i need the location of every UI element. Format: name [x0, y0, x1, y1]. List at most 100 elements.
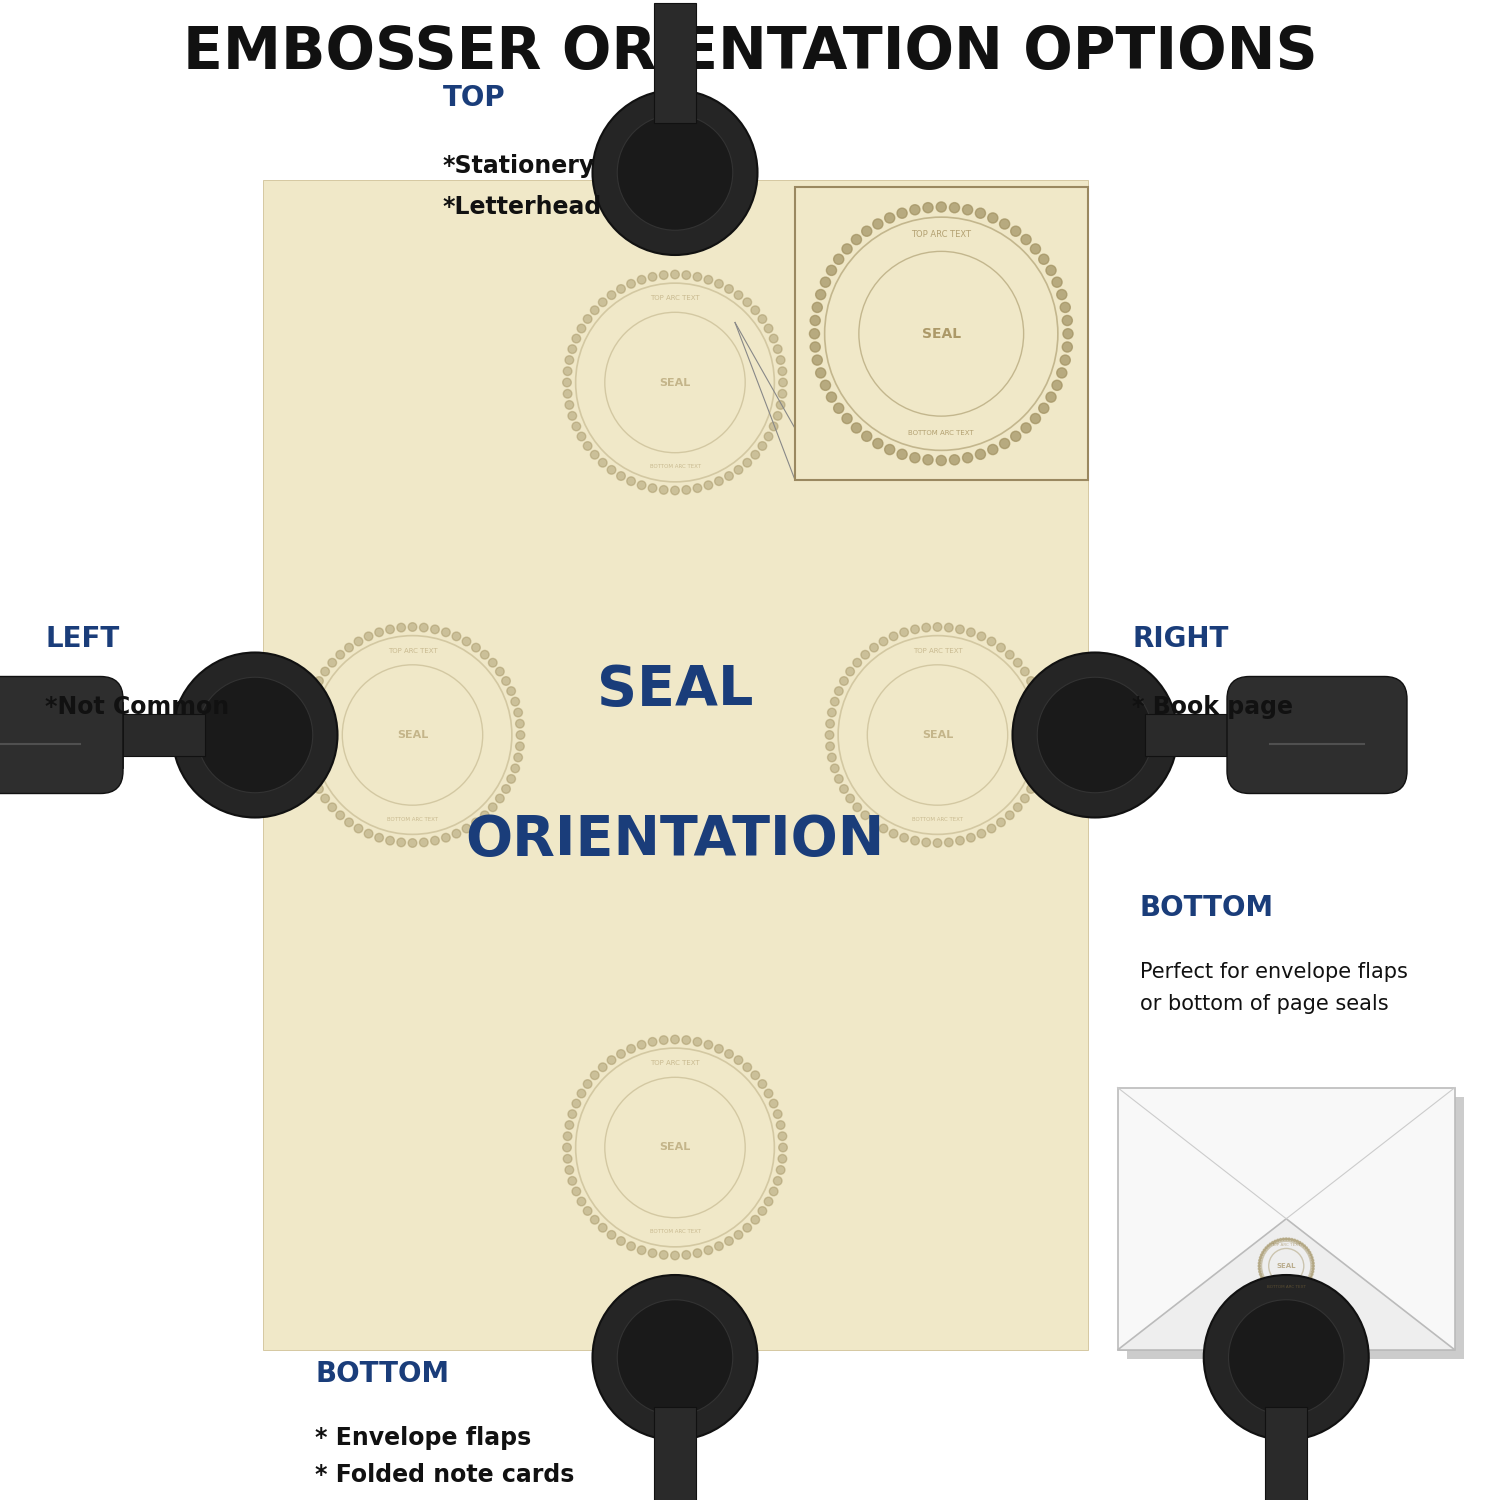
Circle shape [1022, 234, 1031, 244]
Circle shape [945, 839, 952, 846]
Circle shape [777, 356, 784, 364]
Circle shape [618, 116, 732, 231]
Circle shape [627, 477, 636, 486]
Circle shape [441, 834, 450, 842]
Text: or bottom of page seals: or bottom of page seals [1140, 994, 1389, 1014]
Circle shape [196, 678, 312, 792]
Circle shape [408, 839, 417, 848]
Circle shape [987, 213, 998, 223]
Text: SEAL: SEAL [597, 663, 753, 717]
Bar [1118, 1088, 1455, 1350]
Circle shape [999, 438, 1010, 448]
Circle shape [1300, 1244, 1304, 1245]
Circle shape [1038, 254, 1048, 264]
Circle shape [1014, 802, 1022, 812]
Circle shape [861, 226, 871, 237]
Circle shape [1041, 742, 1048, 750]
Circle shape [420, 624, 428, 632]
Circle shape [1311, 1260, 1314, 1262]
Circle shape [420, 839, 428, 846]
Circle shape [853, 658, 861, 668]
Circle shape [900, 628, 909, 636]
Circle shape [810, 315, 820, 326]
Circle shape [471, 644, 480, 652]
Circle shape [564, 390, 572, 398]
Circle shape [1299, 1242, 1300, 1244]
Circle shape [1272, 1242, 1274, 1244]
Circle shape [1280, 1239, 1281, 1240]
Circle shape [489, 802, 496, 812]
Circle shape [816, 290, 827, 300]
Circle shape [1263, 1250, 1266, 1251]
Circle shape [568, 1176, 576, 1185]
Circle shape [975, 209, 986, 219]
Circle shape [774, 1110, 782, 1119]
Circle shape [1046, 266, 1056, 276]
Circle shape [879, 824, 888, 833]
Circle shape [638, 482, 646, 489]
Text: SEAL: SEAL [1276, 1263, 1296, 1269]
Circle shape [1264, 1246, 1268, 1250]
Circle shape [873, 438, 883, 448]
Circle shape [1268, 1286, 1269, 1287]
Circle shape [1026, 784, 1035, 794]
Circle shape [1030, 244, 1041, 254]
Circle shape [584, 1080, 592, 1089]
Text: TOP: TOP [442, 84, 506, 112]
Circle shape [1304, 1245, 1305, 1246]
Text: * Book page: * Book page [1132, 694, 1293, 718]
Circle shape [564, 1155, 572, 1162]
Circle shape [778, 1132, 786, 1140]
Text: TOP ARC TEXT: TOP ARC TEXT [912, 231, 972, 240]
Circle shape [987, 824, 996, 833]
Text: TOP ARC TEXT: TOP ARC TEXT [387, 648, 438, 654]
Circle shape [670, 486, 680, 495]
Circle shape [627, 1242, 636, 1251]
Point [1262, 735, 1280, 753]
Circle shape [742, 459, 752, 466]
Circle shape [742, 1064, 752, 1071]
Bar [86, 702, 123, 768]
Circle shape [1288, 1238, 1290, 1240]
Circle shape [1258, 1268, 1260, 1270]
Circle shape [812, 303, 822, 312]
Circle shape [336, 812, 345, 819]
Circle shape [873, 219, 883, 230]
Circle shape [1056, 368, 1066, 378]
Text: SEAL: SEAL [660, 378, 690, 387]
Circle shape [996, 818, 1005, 827]
Circle shape [936, 202, 946, 211]
Bar [1144, 714, 1264, 756]
Circle shape [1041, 730, 1050, 740]
Circle shape [566, 356, 573, 364]
Circle shape [827, 742, 834, 750]
Circle shape [568, 345, 576, 354]
Circle shape [591, 1215, 598, 1224]
Circle shape [758, 1080, 766, 1089]
Circle shape [516, 730, 525, 740]
Circle shape [682, 272, 690, 279]
Circle shape [566, 1120, 573, 1130]
Circle shape [1268, 1245, 1269, 1246]
Circle shape [618, 1299, 732, 1416]
Circle shape [660, 1251, 668, 1258]
Circle shape [591, 306, 598, 315]
Circle shape [648, 1038, 657, 1046]
Circle shape [1312, 1268, 1314, 1270]
Circle shape [1041, 720, 1048, 728]
Circle shape [834, 254, 844, 264]
Circle shape [562, 378, 572, 387]
Circle shape [825, 730, 834, 740]
Text: TOP ARC TEXT: TOP ARC TEXT [650, 1060, 700, 1066]
Circle shape [1276, 1290, 1280, 1293]
Text: LEFT: LEFT [45, 624, 120, 652]
Text: BOTTOM ARC TEXT: BOTTOM ARC TEXT [650, 464, 700, 470]
Bar [262, 180, 1088, 1350]
Circle shape [846, 668, 855, 676]
Circle shape [638, 1041, 646, 1048]
Circle shape [1020, 794, 1029, 802]
Circle shape [945, 624, 952, 632]
Circle shape [578, 324, 586, 333]
Circle shape [770, 1100, 778, 1108]
Circle shape [660, 486, 668, 494]
